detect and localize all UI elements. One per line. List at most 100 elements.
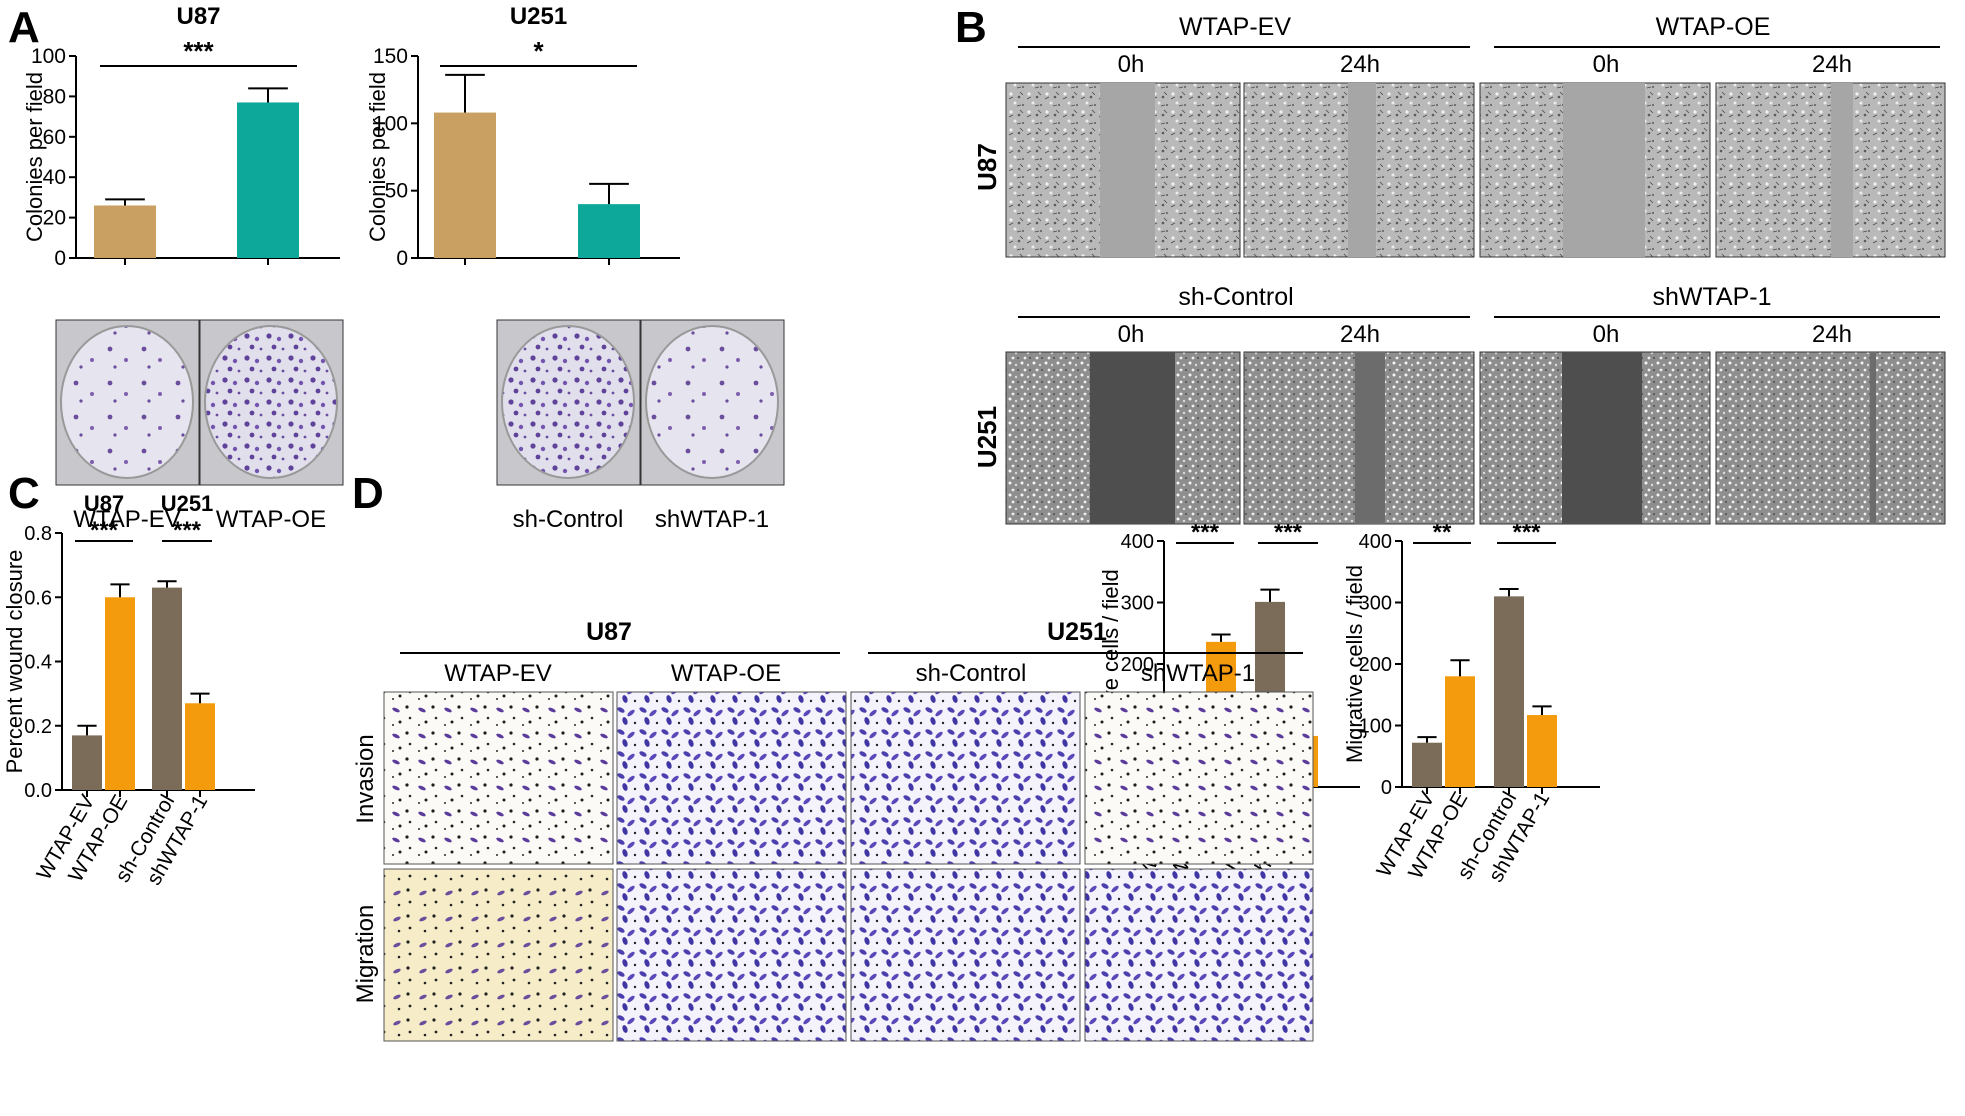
y-tick-label: 100	[1359, 716, 1392, 738]
chart-colony-u251: 0 50 100 150 Colonies per field U251 *	[365, 3, 680, 270]
colony-plates	[55, 319, 785, 486]
panel-label-d: D	[352, 469, 384, 518]
timepoint-label: 0h	[1118, 51, 1145, 78]
y-axis-label: Colonies per field	[22, 72, 47, 242]
bar	[105, 597, 135, 790]
y-axis-label: Colonies per field	[365, 72, 390, 242]
y-tick-label: 100	[373, 112, 408, 135]
transwell-group-sh-control: sh-Control	[916, 660, 1027, 687]
transwell-image	[850, 868, 1081, 1042]
timepoint-label: 0h	[1593, 321, 1620, 348]
significance-marker: ***	[173, 517, 202, 544]
y-tick-label: 0	[54, 247, 66, 270]
plate-sh-control	[501, 325, 635, 479]
timepoint-label: 24h	[1340, 321, 1380, 348]
timepoint-label: 0h	[1593, 51, 1620, 78]
bar	[94, 205, 156, 258]
transwell-cell-line-u251: U251	[1047, 618, 1107, 646]
plate-wtap-oe	[204, 325, 338, 479]
group-label: U251	[161, 491, 214, 516]
bar	[185, 703, 215, 790]
wound-group-wtap-ev: WTAP-EV	[1179, 13, 1291, 41]
panel-label-b: B	[955, 3, 987, 52]
y-axis-label: Percent wound closure	[2, 550, 27, 774]
y-tick-label: 0.2	[24, 716, 52, 738]
plate-shwtap-1	[645, 325, 779, 479]
y-tick-label: 200	[1121, 654, 1154, 676]
timepoint-label: 24h	[1812, 321, 1852, 348]
plate-label-wtap-oe: WTAP-OE	[216, 506, 326, 533]
transwell-image	[383, 691, 614, 865]
bar	[1527, 715, 1557, 787]
panel-label-a: A	[8, 3, 40, 52]
wound-gap	[1348, 83, 1376, 257]
chart-wound-closure: 0.0 0.2 0.4 0.6 0.8 Percent wound closure WTAP…	[2, 491, 255, 889]
y-tick-label: 80	[43, 85, 66, 108]
wound-gap	[1090, 352, 1175, 524]
y-tick-label: 300	[1121, 593, 1154, 615]
y-tick-label: 100	[31, 45, 66, 68]
y-tick-label: 400	[1121, 531, 1154, 553]
wound-gap	[1870, 352, 1876, 524]
timepoint-label: 0h	[1118, 321, 1145, 348]
chart-title: U87	[176, 3, 220, 30]
transwell-image	[616, 868, 847, 1042]
panel-label-c: C	[8, 469, 40, 518]
y-tick-label: 0.8	[24, 523, 52, 545]
wound-gap	[1563, 83, 1645, 257]
bar	[1494, 596, 1524, 787]
wound-group-wtap-oe: WTAP-OE	[1656, 13, 1771, 41]
timepoint-label: 24h	[1340, 51, 1380, 78]
transwell-panel: U87 U251 WTAP-EV WTAP-OE sh-Control shWT…	[352, 618, 1314, 1042]
chart-colony-u87: 0 20 40 60 80 100 Colonies per field U87 ***	[22, 3, 340, 270]
transwell-image	[616, 691, 847, 865]
wound-group-shwtap-1: shWTAP-1	[1653, 283, 1772, 311]
transwell-image	[1084, 691, 1314, 865]
wound-gap	[1355, 352, 1385, 524]
wound-gap	[1100, 83, 1155, 257]
bar	[72, 735, 102, 790]
y-tick-label: 0	[396, 247, 408, 270]
y-tick-label: 150	[373, 45, 408, 68]
y-tick-label: 300	[1359, 593, 1392, 615]
y-tick-label: 60	[43, 126, 66, 149]
significance-marker: *	[533, 36, 544, 66]
wound-group-sh-control: sh-Control	[1178, 283, 1293, 311]
y-tick-label: 0.6	[24, 587, 52, 609]
transwell-group-wtap-ev: WTAP-EV	[444, 660, 552, 687]
transwell-group-shwtap-1: shWTAP-1	[1141, 660, 1255, 687]
timepoint-label: 24h	[1812, 51, 1852, 78]
bar	[1445, 676, 1475, 787]
significance-marker: ***	[90, 517, 119, 544]
y-axis-label: Migrative cells / field	[1342, 565, 1367, 763]
wound-row-label-u251: U251	[972, 406, 1002, 468]
bar	[152, 587, 182, 790]
bar	[434, 112, 496, 258]
plate-label-shwtap-1: shWTAP-1	[655, 506, 769, 533]
wound-gap	[1562, 352, 1642, 524]
transwell-image	[850, 691, 1081, 865]
significance-marker: **	[1433, 519, 1452, 546]
y-tick-label: 0	[1381, 777, 1392, 799]
y-tick-label: 400	[1359, 531, 1392, 553]
transwell-row-invasion: Invasion	[352, 734, 379, 823]
group-label: U87	[84, 491, 124, 516]
significance-marker: ***	[183, 36, 214, 66]
y-tick-label: 200	[1359, 654, 1392, 676]
bar	[237, 102, 299, 259]
bar	[1412, 742, 1442, 787]
plate-label-sh-control: sh-Control	[513, 506, 624, 533]
y-tick-label: 20	[43, 207, 66, 230]
transwell-group-wtap-oe: WTAP-OE	[671, 660, 781, 687]
wound-assay-panel: WTAP-EV WTAP-OE 0h 24h 0h 24h U87 sh-Con…	[972, 13, 1946, 525]
wound-row-label-u87: U87	[972, 143, 1002, 191]
wound-image	[1715, 82, 1946, 258]
y-tick-label: 0.4	[24, 652, 52, 674]
transwell-image	[383, 868, 614, 1042]
y-tick-label: 50	[385, 180, 408, 203]
y-tick-label: 0.0	[24, 780, 52, 802]
chart-title: U251	[510, 3, 567, 30]
transwell-image	[1084, 868, 1314, 1042]
